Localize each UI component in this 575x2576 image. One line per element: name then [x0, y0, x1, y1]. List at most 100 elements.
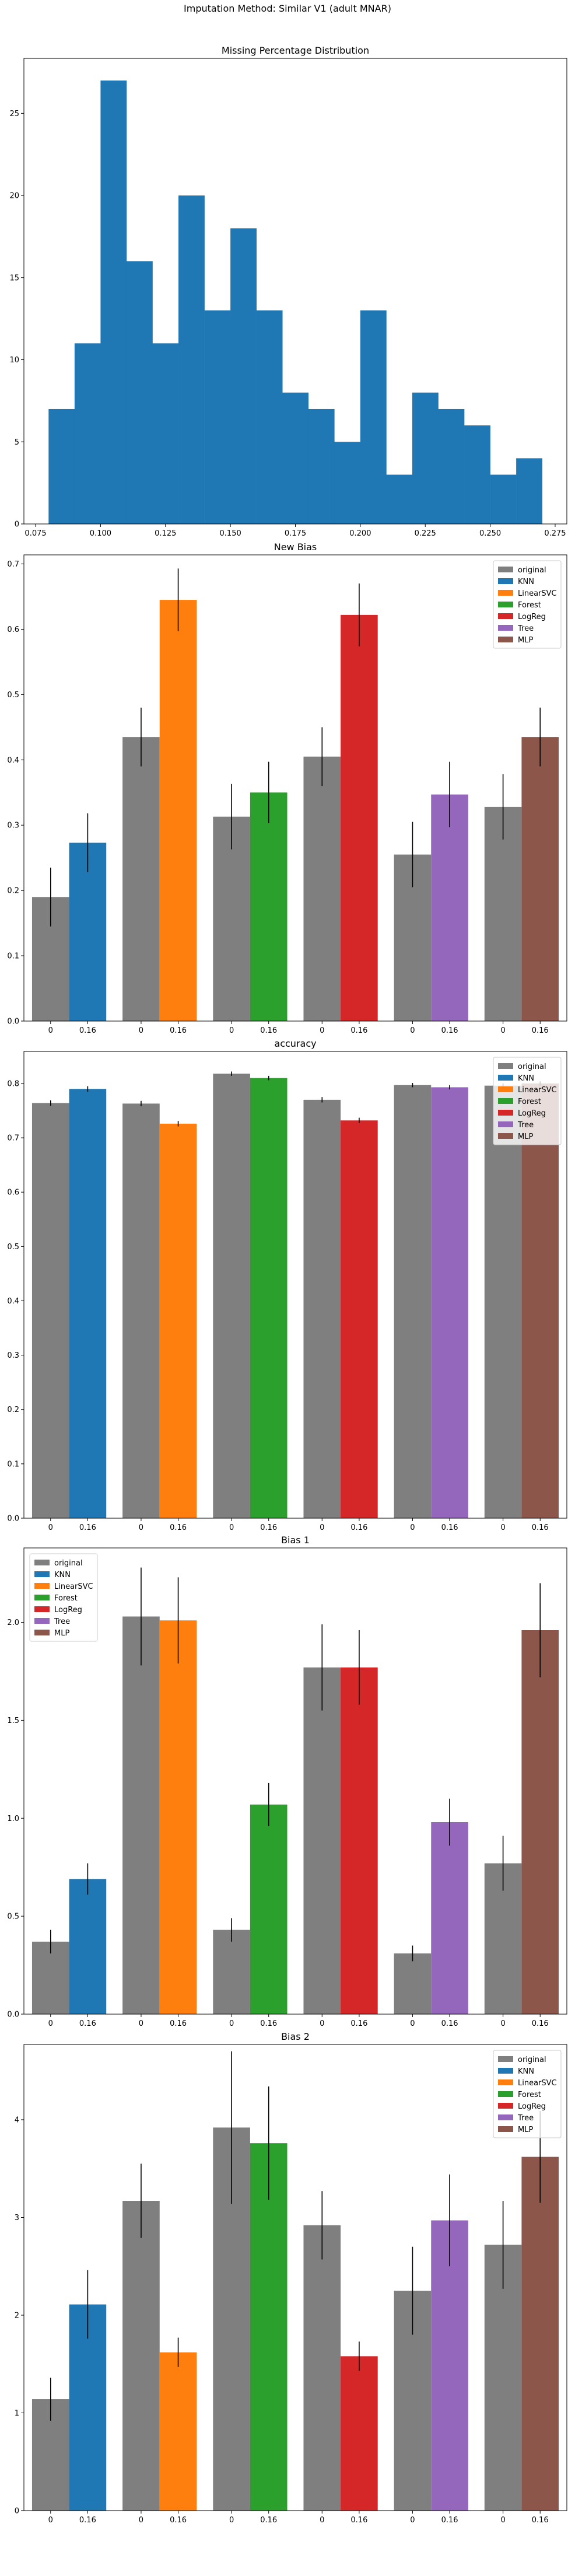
x-tick-label: 0.16 — [350, 1026, 367, 1035]
y-tick-label: 0.0 — [7, 2011, 19, 2019]
histogram-bar — [204, 310, 231, 524]
y-tick-label: 0.7 — [7, 1134, 19, 1143]
legend-swatch — [34, 1571, 50, 1577]
chart-panel-3: accuracy 0 0.16 0 0.16 0 0.16 0 0.16 0 0.16 0 0.16 or… — [7, 1038, 567, 1532]
legend-label: Tree — [54, 1617, 70, 1626]
legend-swatch — [498, 2056, 513, 2062]
x-tick-label: 0 — [229, 1523, 234, 1532]
chart-panel-2: New Bias 0 0.16 0 0.16 0 0.16 0 0.16 0 0.16 0 0.16 or… — [7, 541, 567, 1035]
bar-linearsvc — [159, 1123, 197, 1518]
histogram-bar — [178, 195, 205, 524]
bar-knn — [69, 1879, 107, 2014]
legend-swatch — [498, 2079, 513, 2085]
legend-swatch — [34, 1595, 50, 1600]
y-tick-label: 0 — [15, 2507, 19, 2516]
legend-label: original — [518, 2056, 546, 2064]
x-tick-label: 0 — [139, 1523, 143, 1532]
legend-label: KNN — [54, 1571, 71, 1579]
bar-mlp — [521, 737, 559, 1021]
x-tick-label: 0 — [229, 1026, 234, 1035]
legend-label: Tree — [517, 1121, 534, 1130]
legend-label: KNN — [518, 578, 534, 586]
bar-linearsvc — [159, 2352, 197, 2511]
bar-tree — [431, 794, 468, 1021]
bar-original — [213, 1074, 250, 1518]
histogram-bar — [360, 310, 387, 524]
bar-original — [31, 1941, 69, 2014]
y-tick-label: 0.5 — [7, 1243, 19, 1252]
bar-linearsvc — [159, 1620, 197, 2014]
y-tick-label: 2 — [15, 2311, 19, 2320]
legend-label: KNN — [518, 1074, 534, 1083]
bar-original — [213, 1930, 250, 2014]
legend: original KNN LinearSVC Forest LogReg Tree MLP — [29, 1553, 98, 1642]
bar-original — [484, 806, 522, 1021]
bar-forest — [250, 792, 288, 1021]
x-tick-label: 0.16 — [260, 2019, 277, 2028]
bar-linearsvc — [159, 600, 197, 1021]
x-tick-label: 0.16 — [170, 1523, 187, 1532]
bar-tree — [431, 2220, 468, 2511]
legend-swatch — [498, 1063, 513, 1069]
legend-swatch — [498, 578, 513, 584]
bar-original — [31, 1103, 69, 1518]
chart-panel-5: Bias 2 0 0.16 0 0.16 0 0.16 0 0.16 0 0.16 0 0.16 orig… — [15, 2031, 567, 2525]
x-tick-label: 0.16 — [260, 2516, 277, 2525]
x-tick-label: 0.075 — [24, 529, 46, 538]
chart-title: Missing Percentage Distribution — [222, 45, 369, 56]
legend: original KNN LinearSVC Forest LogReg Tree MLP — [493, 2050, 562, 2138]
y-tick-label: 1.0 — [7, 1815, 19, 1823]
bar-logreg — [341, 614, 378, 1021]
bar-original — [394, 1085, 432, 1518]
legend-label: MLP — [518, 1133, 533, 1141]
y-tick-label: 20 — [9, 192, 19, 201]
y-tick-label: 3 — [15, 2214, 19, 2222]
bar-forest — [250, 2143, 288, 2511]
x-tick-label: 0 — [229, 2019, 234, 2028]
x-tick-label: 0 — [410, 1523, 415, 1532]
x-tick-label: 0 — [320, 2019, 324, 2028]
bar-mlp — [521, 2156, 559, 2511]
x-tick-label: 0 — [48, 1523, 53, 1532]
legend-swatch — [498, 1098, 513, 1104]
x-tick-label: 0.16 — [79, 1523, 96, 1532]
histogram-bar — [516, 458, 542, 524]
legend-label: LogReg — [54, 1606, 82, 1614]
legend-label: Forest — [518, 1097, 541, 1106]
legend-label: LinearSVC — [54, 1582, 93, 1591]
legend-swatch — [498, 613, 513, 619]
axes-frame — [23, 554, 567, 1022]
histogram-bar — [48, 408, 75, 524]
bar-knn — [69, 2304, 107, 2511]
y-tick-label: 25 — [9, 110, 19, 118]
y-tick-label: 0.2 — [7, 1406, 19, 1414]
legend-label: Tree — [517, 2114, 534, 2123]
y-tick-label: 0.8 — [7, 1079, 19, 1088]
y-tick-label: 0.0 — [7, 1018, 19, 1026]
legend-swatch — [34, 1618, 50, 1624]
y-tick-label: 0.3 — [7, 1351, 19, 1360]
histogram-bar — [386, 474, 413, 524]
legend-swatch — [498, 637, 513, 642]
histogram-bar — [100, 81, 127, 524]
x-tick-label: 0 — [500, 2019, 505, 2028]
x-tick-label: 0.16 — [532, 1523, 549, 1532]
legend-swatch — [34, 1560, 50, 1565]
bar-original — [303, 1099, 341, 1518]
x-tick-label: 0.16 — [260, 1523, 277, 1532]
x-tick-label: 0.16 — [532, 2516, 549, 2525]
chart-title: New Bias — [274, 541, 317, 553]
legend-swatch — [498, 2114, 513, 2120]
legend-label: LinearSVC — [518, 1086, 557, 1095]
legend-label: LogReg — [518, 1109, 546, 1118]
axes-frame — [23, 2044, 567, 2511]
x-tick-label: 0.16 — [350, 1523, 367, 1532]
legend-swatch — [498, 625, 513, 631]
x-tick-label: 0.16 — [441, 2516, 458, 2525]
legend-label: original — [54, 1559, 83, 1568]
legend-swatch — [498, 1133, 513, 1139]
chart-title: accuracy — [274, 1038, 316, 1049]
y-tick-label: 0 — [15, 520, 19, 529]
bar-original — [122, 1103, 160, 1518]
histogram-bar — [74, 343, 101, 524]
